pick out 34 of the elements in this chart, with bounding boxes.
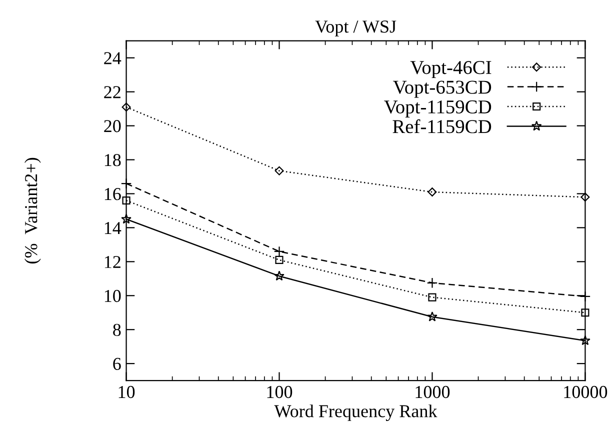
point — [274, 246, 285, 257]
point — [426, 277, 438, 288]
x-tick-label: 1000 — [416, 386, 450, 398]
y-tick-label: 8 — [113, 324, 121, 336]
point — [122, 102, 131, 112]
point — [122, 196, 130, 205]
point — [275, 256, 284, 264]
legend-label: Vopt-653CD — [393, 80, 492, 98]
point — [428, 293, 436, 302]
y-tick-label: 12 — [104, 256, 120, 268]
y-tick-label: 22 — [104, 86, 120, 98]
legend-label: Vopt-46CI — [410, 61, 492, 78]
x-tick-label: 100 — [267, 386, 292, 398]
legend-label: Vopt-1159CD — [384, 100, 492, 118]
point — [274, 270, 284, 281]
point — [580, 192, 590, 202]
x-tick-label: 10000 — [564, 386, 608, 398]
y-tick-label: 10 — [104, 290, 121, 302]
y-tick-label: 14 — [104, 222, 122, 234]
legend-label: Ref-1159CD — [392, 119, 492, 134]
y-tick-label: 16 — [104, 188, 121, 200]
y-tick-label: 6 — [113, 358, 121, 370]
chart-title: Vopt / WSJ — [315, 20, 396, 36]
x-axis-title: Word Frequency Rank — [274, 404, 438, 421]
y-tick-label: 24 — [104, 52, 122, 64]
point — [121, 214, 132, 224]
point — [581, 308, 590, 317]
point — [580, 335, 590, 346]
point — [274, 166, 284, 176]
y-axis-title: (% Variant2+) — [24, 158, 41, 264]
y-tick-label: 18 — [104, 154, 121, 166]
point — [427, 311, 438, 322]
y-tick-label: 20 — [104, 120, 121, 132]
point — [428, 188, 437, 196]
